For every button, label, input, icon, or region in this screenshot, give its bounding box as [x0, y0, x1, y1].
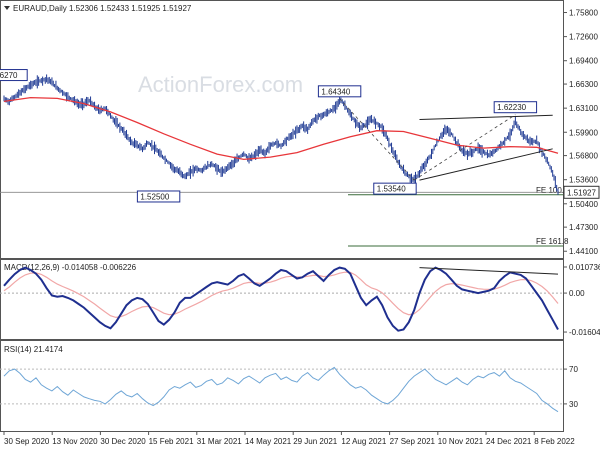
x-axis-tick-label: 31 Mar 2021	[197, 437, 242, 446]
macd-y-tick-label: 0.00	[569, 289, 585, 298]
macd-series-group: 0.010736 0.00 -0.016046	[0, 263, 600, 337]
projection-dashed-line	[413, 114, 516, 181]
macd-line	[3, 266, 559, 332]
price-annotation-label: 1.64340	[321, 87, 350, 96]
price-annotation-box	[373, 182, 417, 195]
macd-y-tick-label: 0.010736	[569, 263, 600, 272]
macd-title-text: MACD(12,26,9) -0.014058 -0.006226	[4, 263, 137, 272]
price-annotation-label: 1.6270	[0, 71, 18, 80]
last-price-box	[563, 185, 600, 199]
x-axis-tick-label: 24 Dec 2021	[486, 437, 532, 446]
last-price-label: 1.51927	[567, 188, 596, 197]
x-axis-tick-label: 13 Nov 2020	[52, 437, 98, 446]
watermark-text: ActionForex.com	[138, 72, 303, 97]
price-annotation-box	[493, 101, 538, 114]
projection-dashed-line	[339, 98, 415, 181]
rsi-series-group: 70 30	[0, 365, 578, 413]
symbol-line-text: EURAUD,Daily 1.52306 1.52433 1.51925 1.5…	[13, 4, 192, 13]
fib-level-label: FE 100.0	[536, 186, 569, 195]
price-y-tick-label: 1.63100	[569, 104, 598, 113]
x-axis-tick-label: 15 Feb 2021	[149, 437, 194, 446]
price-y-tick-label: 1.69400	[569, 57, 598, 66]
price-y-tick-label: 1.56800	[569, 152, 598, 161]
price-annotation-box	[136, 190, 181, 203]
price-annotation-box	[317, 85, 362, 98]
rsi-y-tick-label: 30	[569, 400, 578, 409]
dropdown-triangle-icon[interactable]	[4, 6, 10, 10]
price-annotation-box	[0, 69, 28, 82]
x-axis: 30 Sep 2020 13 Nov 2020 30 Dec 2020 15 Feb …	[3, 431, 575, 446]
price-y-axis: 1.75800 1.72600 1.69400 1.66300 1.63100 1.599…	[563, 9, 600, 256]
price-annotation-label: 1.52500	[140, 192, 169, 201]
price-y-tick-label: 1.47300	[569, 223, 598, 232]
price-y-tick-label: 1.59900	[569, 128, 598, 137]
price-y-tick-label: 1.53600	[569, 176, 598, 185]
macd-y-tick-label: -0.016046	[569, 328, 600, 337]
price-y-tick-label: 1.75800	[569, 9, 598, 18]
trendline	[419, 148, 553, 181]
macd-signal-line	[3, 271, 559, 319]
x-axis-tick-label: 30 Sep 2020	[4, 437, 50, 446]
rsi-line	[3, 366, 559, 413]
macd-panel-frame	[0, 259, 564, 340]
x-axis-tick-label: 8 Feb 2022	[534, 437, 575, 446]
price-y-tick-label: 1.50400	[569, 200, 598, 209]
x-axis-tick-label: 10 Nov 2021	[438, 437, 484, 446]
x-axis-tick-label: 27 Sep 2021	[390, 437, 436, 446]
x-axis-tick-label: 30 Dec 2020	[100, 437, 146, 446]
fib-level-label: FE 161.8	[536, 237, 569, 246]
x-axis-tick-label: 12 Aug 2021	[341, 437, 386, 446]
price-y-tick-label: 1.72600	[569, 33, 598, 42]
rsi-y-tick-label: 70	[569, 365, 578, 374]
price-y-tick-label: 1.66300	[569, 80, 598, 89]
price-title: EURAUD,Daily 1.52306 1.52433 1.51925 1.5…	[4, 4, 192, 13]
x-axis-tick-label: 29 Jun 2021	[293, 437, 338, 446]
moving-average-line	[3, 96, 559, 161]
price-panel-frame	[0, 0, 564, 259]
price-series-group: FE 100.0 FE 161.8 1.6270 1.64340 1.52500 1.62…	[0, 69, 569, 247]
macd-trendline	[419, 267, 559, 275]
x-axis-tick-label: 14 May 2021	[245, 437, 292, 446]
rsi-title-text: RSI(14) 21.4174	[4, 345, 63, 354]
price-y-tick-label: 1.44100	[569, 247, 598, 256]
trendline	[419, 114, 553, 120]
rsi-panel-frame	[0, 340, 564, 432]
price-annotation-label: 1.62230	[497, 103, 526, 112]
price-annotation-label: 1.53540	[377, 185, 406, 194]
